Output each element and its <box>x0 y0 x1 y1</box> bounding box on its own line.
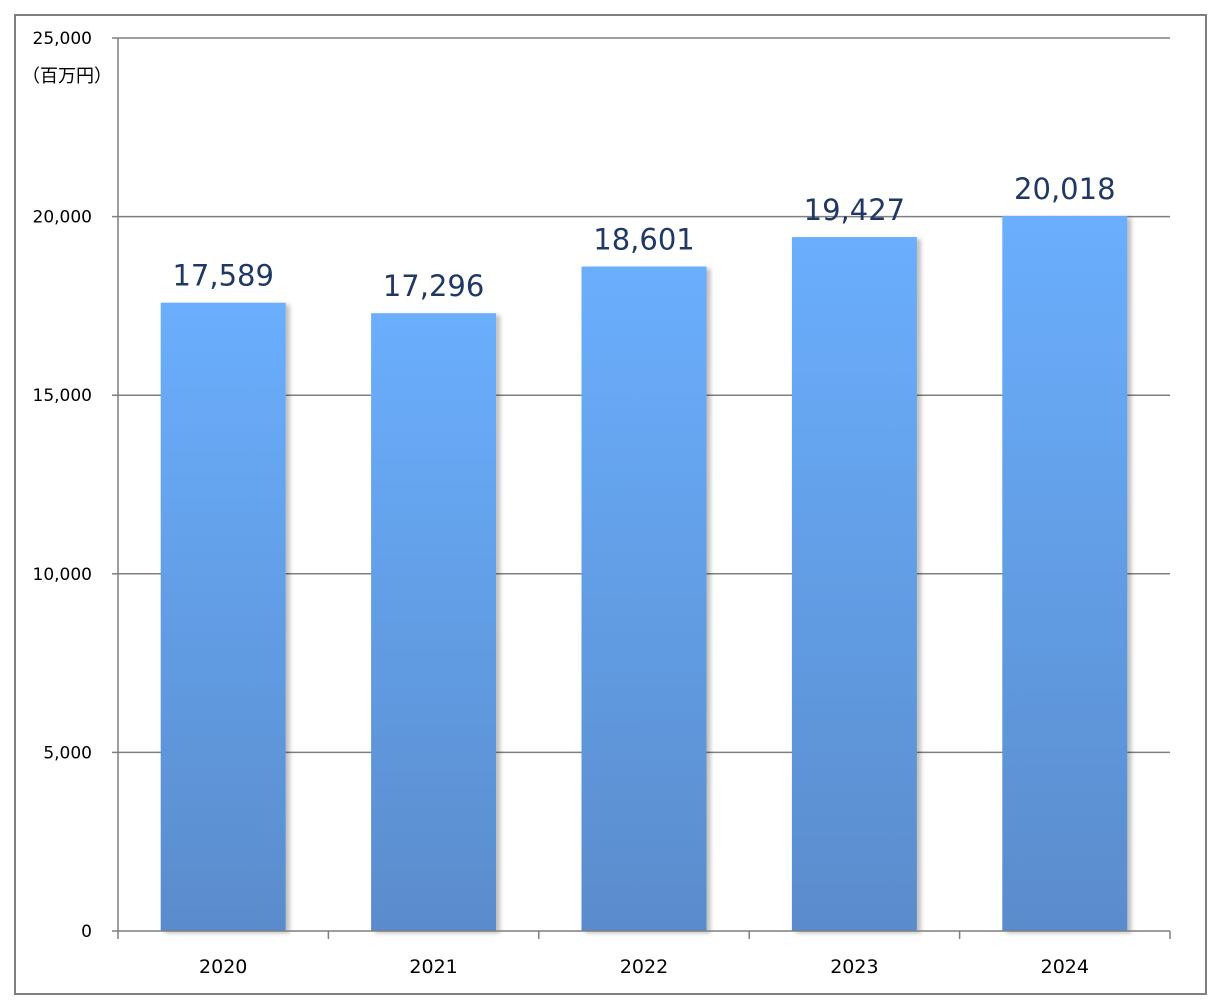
y-tick-label: 0 <box>81 922 92 942</box>
bar-2021 <box>371 313 497 931</box>
x-tick-label-2021: 2021 <box>409 956 457 978</box>
labels: 0 5,000 10,000 15,000 20,000 25,000 17,589 2020… <box>33 29 1116 978</box>
bar-2020 <box>160 302 286 931</box>
bar-2022 <box>581 266 707 931</box>
data-label-2023: 19,427 <box>804 193 905 227</box>
y-tick-label: 15,000 <box>33 386 92 406</box>
y-tick-label: 25,000 <box>33 29 92 49</box>
bars <box>160 215 1128 932</box>
y-tick-label: 5,000 <box>43 743 92 763</box>
x-tick-label-2022: 2022 <box>620 956 668 978</box>
y-tick-label: 10,000 <box>33 565 92 585</box>
data-label-2021: 17,296 <box>383 269 484 303</box>
x-tick-label-2024: 2024 <box>1041 956 1089 978</box>
axes <box>112 37 1171 939</box>
x-tick-label-2023: 2023 <box>830 956 878 978</box>
bar-2023 <box>791 237 917 931</box>
data-label-2020: 17,589 <box>172 259 273 293</box>
data-label-2024: 20,018 <box>1014 172 1115 206</box>
data-label-2022: 18,601 <box>593 223 694 257</box>
y-tick-label: 20,000 <box>33 208 92 228</box>
x-tick-label-2020: 2020 <box>199 956 247 978</box>
bar-2024 <box>1002 215 1128 932</box>
y-axis-unit-label: （百万円） <box>22 66 112 87</box>
